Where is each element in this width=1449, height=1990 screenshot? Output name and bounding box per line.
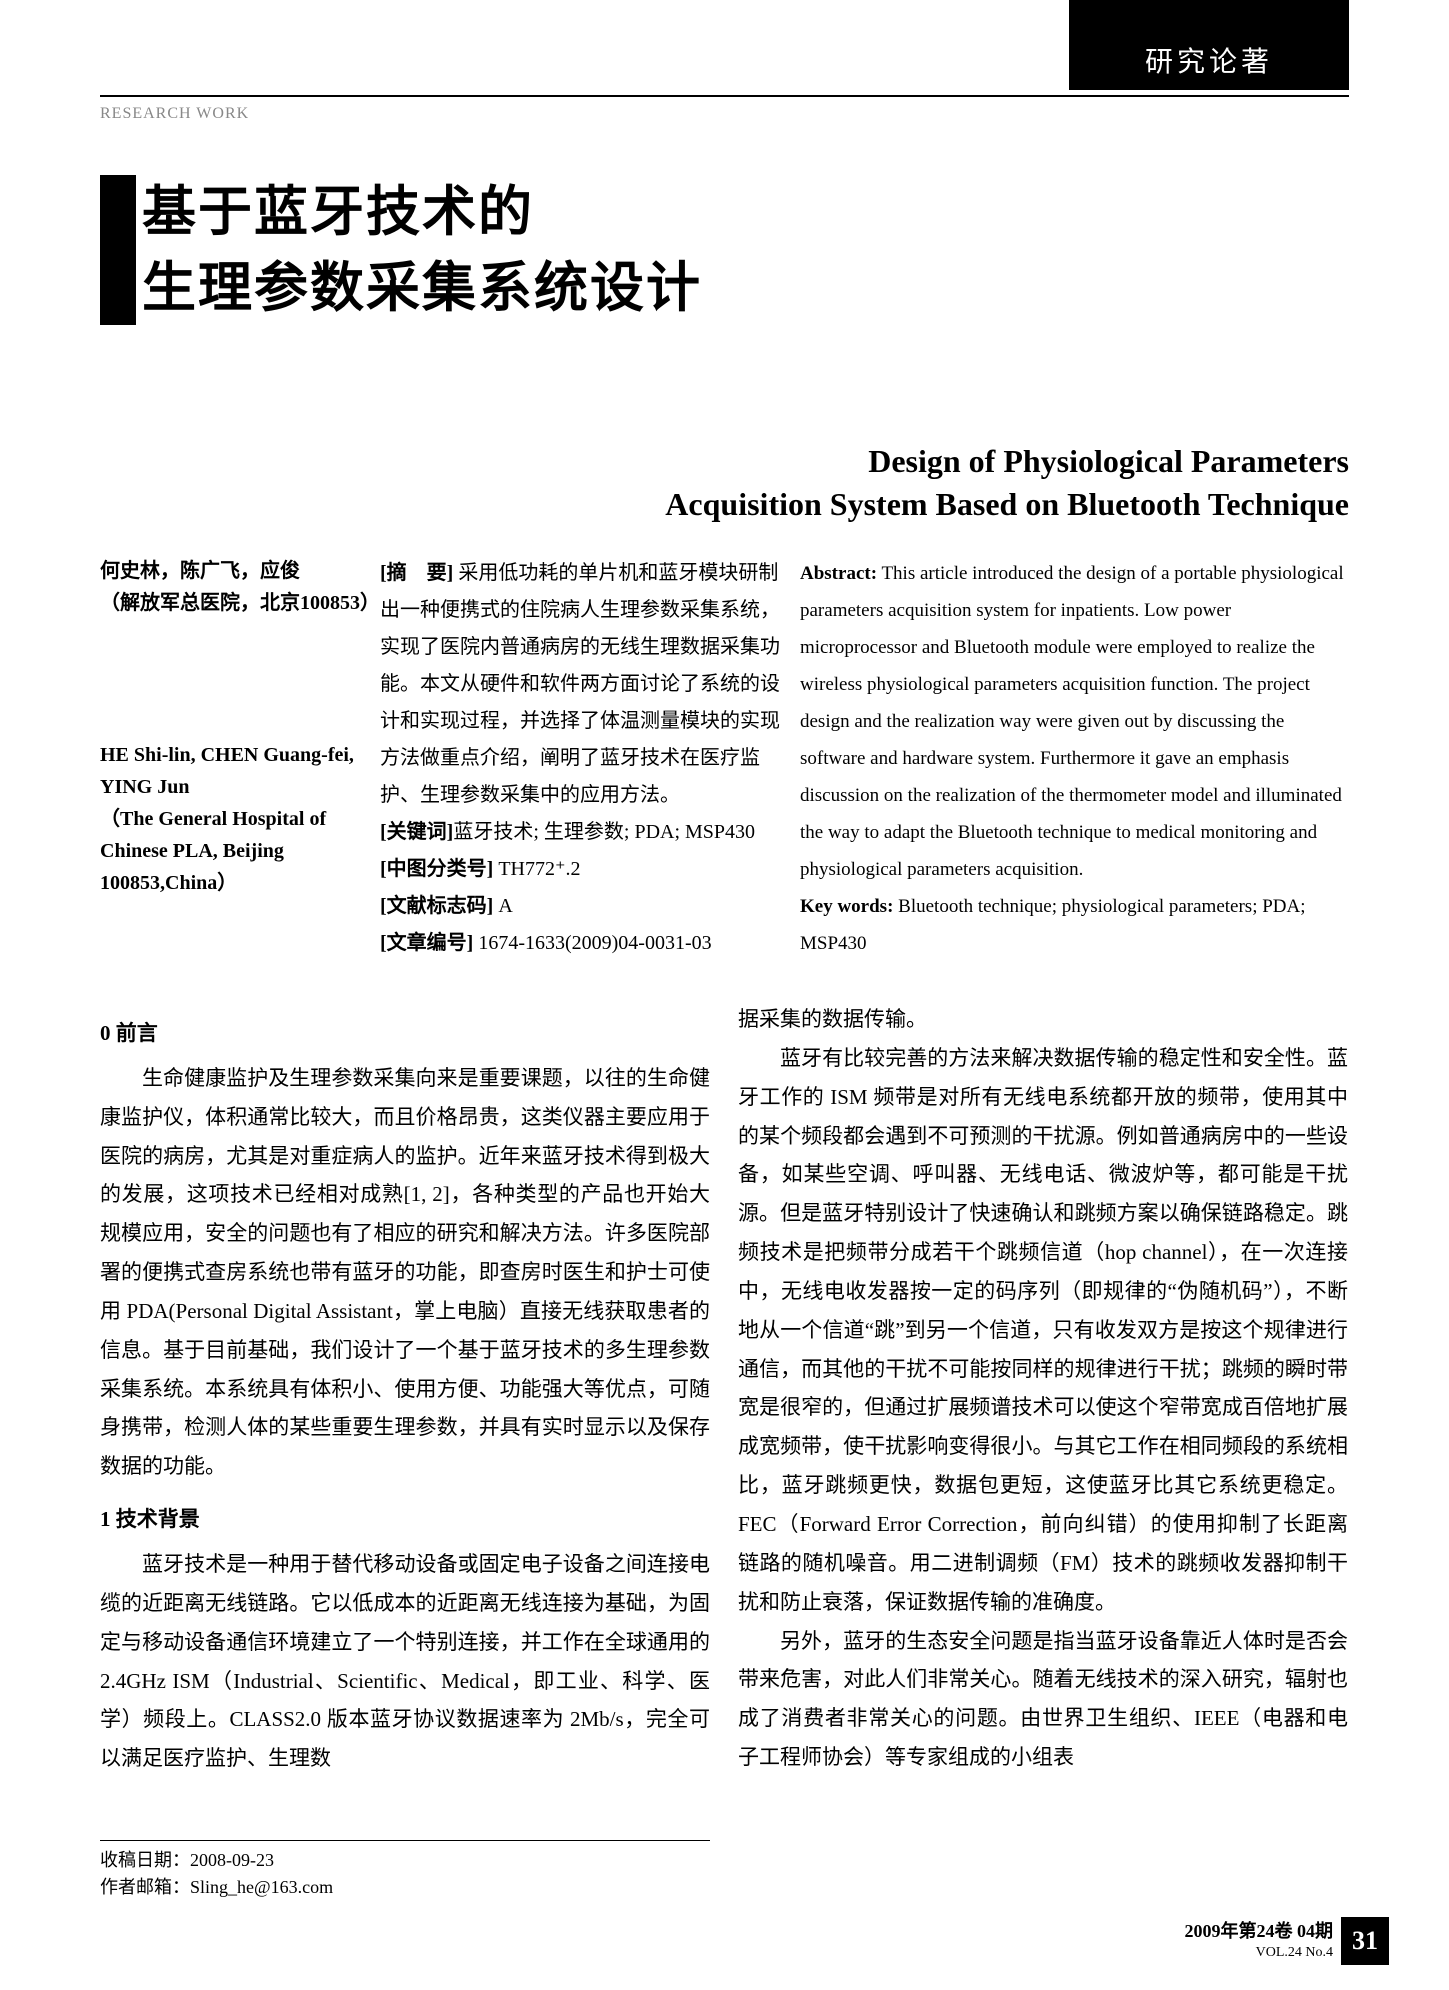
abstract-en-label: Abstract: — [800, 563, 877, 584]
title-block: 基于蓝牙技术的 生理参数采集系统设计 — [100, 175, 702, 326]
footer-line2: VOL.24 No.4 — [1185, 1944, 1334, 1962]
doc-code-label: [文献标志码] — [380, 895, 493, 917]
section-label: RESEARCH WORK — [100, 105, 249, 123]
keywords-cn-label: [关键词] — [380, 821, 453, 843]
chinese-title-line1: 基于蓝牙技术的 — [142, 175, 702, 251]
article-id-value: 1674-1633(2009)04-0031-03 — [473, 932, 711, 954]
english-title: Design of Physiological Parameters Acqui… — [665, 440, 1349, 526]
body-left-column: 0 前言 生命健康监护及生理参数采集向来是重要课题，以往的生命健康监护仪，体积通… — [100, 1000, 710, 1778]
page-number: 31 — [1341, 1917, 1389, 1965]
authors-cn-names: 何史林，陈广飞，应俊 — [100, 555, 380, 587]
chinese-title: 基于蓝牙技术的 生理参数采集系统设计 — [142, 175, 702, 326]
footer-line1: 2009年第24卷 04期 — [1185, 1920, 1334, 1943]
keywords-en-label: Key words: — [800, 896, 893, 917]
abstract-cn-label: [摘 要] — [380, 562, 453, 584]
paragraph-1b: 据采集的数据传输。 — [738, 1000, 1348, 1039]
doc-code-value: A — [493, 895, 512, 917]
paragraph-1: 蓝牙技术是一种用于替代移动设备或固定电子设备之间连接电缆的近距离无线链路。它以低… — [100, 1545, 710, 1778]
category-badge: 研究论著 — [1069, 0, 1349, 90]
title-accent-bar — [100, 175, 136, 325]
footnote-email: 作者邮箱：Sling_he@163.com — [100, 1874, 710, 1901]
heading-1: 1 技术背景 — [100, 1500, 710, 1539]
abstract-cn-text: 采用低功耗的单片机和蓝牙模块研制出一种便携式的住院病人生理参数采集系统，实现了医… — [380, 562, 780, 806]
keywords-cn: 蓝牙技术; 生理参数; PDA; MSP430 — [453, 821, 755, 843]
abstract-en-text: This article introduced the design of a … — [800, 563, 1344, 880]
authors-cn-affiliation: （解放军总医院，北京100853） — [100, 587, 380, 619]
paragraph-2: 蓝牙有比较完善的方法来解决数据传输的稳定性和安全性。蓝牙工作的 ISM 频带是对… — [738, 1039, 1348, 1622]
abstract-en-column: Abstract: This article introduced the de… — [800, 555, 1348, 963]
top-divider — [100, 95, 1349, 97]
authors-en-names: HE Shi-lin, CHEN Guang-fei, YING Jun — [100, 739, 380, 803]
article-id-label: [文章编号] — [380, 932, 473, 954]
abstract-cn-column: [摘 要] 采用低功耗的单片机和蓝牙模块研制出一种便携式的住院病人生理参数采集系… — [380, 555, 800, 962]
clc-value: TH772⁺.2 — [493, 858, 580, 880]
english-title-line2: Acquisition System Based on Bluetooth Te… — [665, 483, 1349, 526]
english-title-line1: Design of Physiological Parameters — [665, 440, 1349, 483]
authors-column: 何史林，陈广飞，应俊 （解放军总医院，北京100853） HE Shi-lin,… — [100, 555, 380, 899]
body-section: 0 前言 生命健康监护及生理参数采集向来是重要课题，以往的生命健康监护仪，体积通… — [100, 1000, 1349, 1778]
footnote: 收稿日期：2008-09-23 作者邮箱：Sling_he@163.com — [100, 1840, 710, 1901]
clc-label: [中图分类号] — [380, 858, 493, 880]
footer-text: 2009年第24卷 04期 VOL.24 No.4 — [1185, 1920, 1334, 1962]
authors-en-affiliation: （The General Hospital of Chinese PLA, Be… — [100, 803, 380, 899]
chinese-title-line2: 生理参数采集系统设计 — [142, 251, 702, 327]
footer: 2009年第24卷 04期 VOL.24 No.4 31 — [1185, 1917, 1390, 1965]
body-right-column: 据采集的数据传输。 蓝牙有比较完善的方法来解决数据传输的稳定性和安全性。蓝牙工作… — [738, 1000, 1348, 1777]
paragraph-0: 生命健康监护及生理参数采集向来是重要课题，以往的生命健康监护仪，体积通常比较大，… — [100, 1059, 710, 1486]
paragraph-3: 另外，蓝牙的生态安全问题是指当蓝牙设备靠近人体时是否会带来危害，对此人们非常关心… — [738, 1622, 1348, 1777]
heading-0: 0 前言 — [100, 1014, 710, 1053]
meta-section: 何史林，陈广飞，应俊 （解放军总医院，北京100853） HE Shi-lin,… — [100, 555, 1349, 963]
footnote-received: 收稿日期：2008-09-23 — [100, 1847, 710, 1874]
